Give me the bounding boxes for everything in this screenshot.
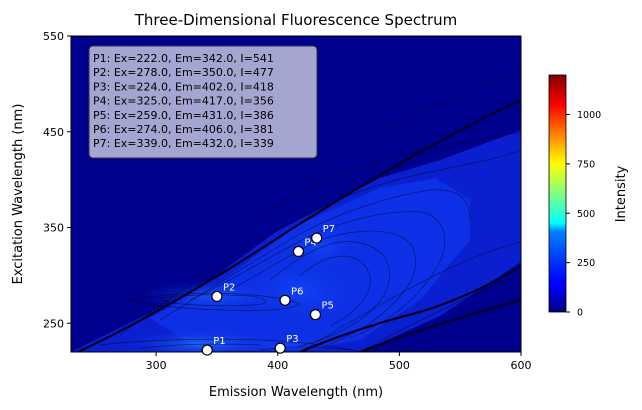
peak-marker-p4 xyxy=(292,245,305,258)
y-tick-label: 350 xyxy=(43,222,64,235)
x-tick-label: 400 xyxy=(267,359,288,372)
scatter-edge-lower xyxy=(299,265,521,352)
peak-label-p4: P4 xyxy=(304,237,316,248)
peak-label-p5: P5 xyxy=(321,301,333,312)
annotation-line: P6: Ex=274.0, Em=406.0, I=381 xyxy=(93,123,274,136)
scatter-edge-lower2 xyxy=(359,298,521,352)
peak-markers: P1 P2 P3 P4 P5 P6 P7 xyxy=(201,224,335,356)
contour-line xyxy=(99,338,361,352)
annotation-line: P4: Ex=325.0, Em=417.0, I=356 xyxy=(93,95,274,108)
scatter-edge-upper xyxy=(77,99,521,352)
colorbar-tick-label: 0 xyxy=(577,308,583,319)
colorbar-tick-label: 1000 xyxy=(577,110,601,121)
peak-label-p1: P1 xyxy=(213,336,225,347)
x-tick-label: 300 xyxy=(146,359,167,372)
contour-line xyxy=(229,230,417,345)
contour-line xyxy=(359,273,521,352)
glow-p3 xyxy=(225,335,345,352)
annotation-line: P3: Ex=224.0, Em=402.0, I=418 xyxy=(93,80,274,93)
annotation-line: P2: Ex=278.0, Em=350.0, I=477 xyxy=(93,66,274,79)
contour-line xyxy=(119,149,521,336)
annotation-line: P5: Ex=259.0, Em=431.0, I=386 xyxy=(93,109,274,122)
colorbar-gradient xyxy=(548,74,567,313)
x-axis-label: Emission Wavelength (nm) xyxy=(209,385,383,400)
peak-marker-p7 xyxy=(311,232,323,244)
peak-label-p6: P6 xyxy=(291,286,303,297)
contour-line xyxy=(299,241,521,352)
annotation-line: P1: Ex=222.0, Em=342.0, I=541 xyxy=(93,52,274,65)
contour-line xyxy=(139,343,261,349)
y-axis: 250 350 450 550 xyxy=(43,30,71,330)
contour-line xyxy=(189,211,446,339)
chart-title: Three-Dimensional Fluorescence Spectrum xyxy=(134,11,458,29)
plot-frame xyxy=(70,35,522,353)
colorbar-ticks: 0 250 500 750 1000 xyxy=(566,110,601,319)
peak-marker-p6 xyxy=(279,294,291,306)
peak-label-p2: P2 xyxy=(223,282,235,293)
colorbar-tick-label: 500 xyxy=(577,209,595,220)
x-tick-label: 600 xyxy=(511,359,532,372)
peak-label-p7: P7 xyxy=(323,224,335,235)
contour-line xyxy=(299,71,521,181)
contour-line xyxy=(159,189,471,321)
peak-marker-p1 xyxy=(201,344,213,356)
y-tick-label: 450 xyxy=(43,126,64,139)
annotation-line: P7: Ex=339.0, Em=432.0, I=339 xyxy=(93,137,274,150)
peak-marker-p5 xyxy=(309,309,322,321)
peak-marker-p2 xyxy=(211,290,223,303)
glow-upper xyxy=(270,210,370,280)
contour-line xyxy=(129,292,301,312)
x-axis: 300 400 500 600 xyxy=(146,352,532,372)
contour-line xyxy=(259,346,351,351)
annotation-background xyxy=(88,45,318,159)
contour-line xyxy=(299,255,371,327)
y-axis-label: Excitation Wavelength (nm) xyxy=(11,104,26,285)
scatter-edges xyxy=(77,99,521,352)
peak-label-p3: P3 xyxy=(286,334,298,345)
y-tick-label: 550 xyxy=(43,30,64,43)
colorbar: 0 250 500 750 1000 Intensity xyxy=(548,74,629,319)
peak-marker-p3 xyxy=(274,342,286,354)
contour-line xyxy=(239,131,521,231)
colorbar-label: Intensity xyxy=(614,165,629,222)
contour-line xyxy=(269,241,390,347)
colorbar-tick-label: 750 xyxy=(577,159,595,170)
x-tick-label: 500 xyxy=(389,359,410,372)
y-tick-label: 250 xyxy=(43,317,64,330)
colorbar-tick-label: 250 xyxy=(577,258,595,269)
contour-line xyxy=(158,294,267,307)
